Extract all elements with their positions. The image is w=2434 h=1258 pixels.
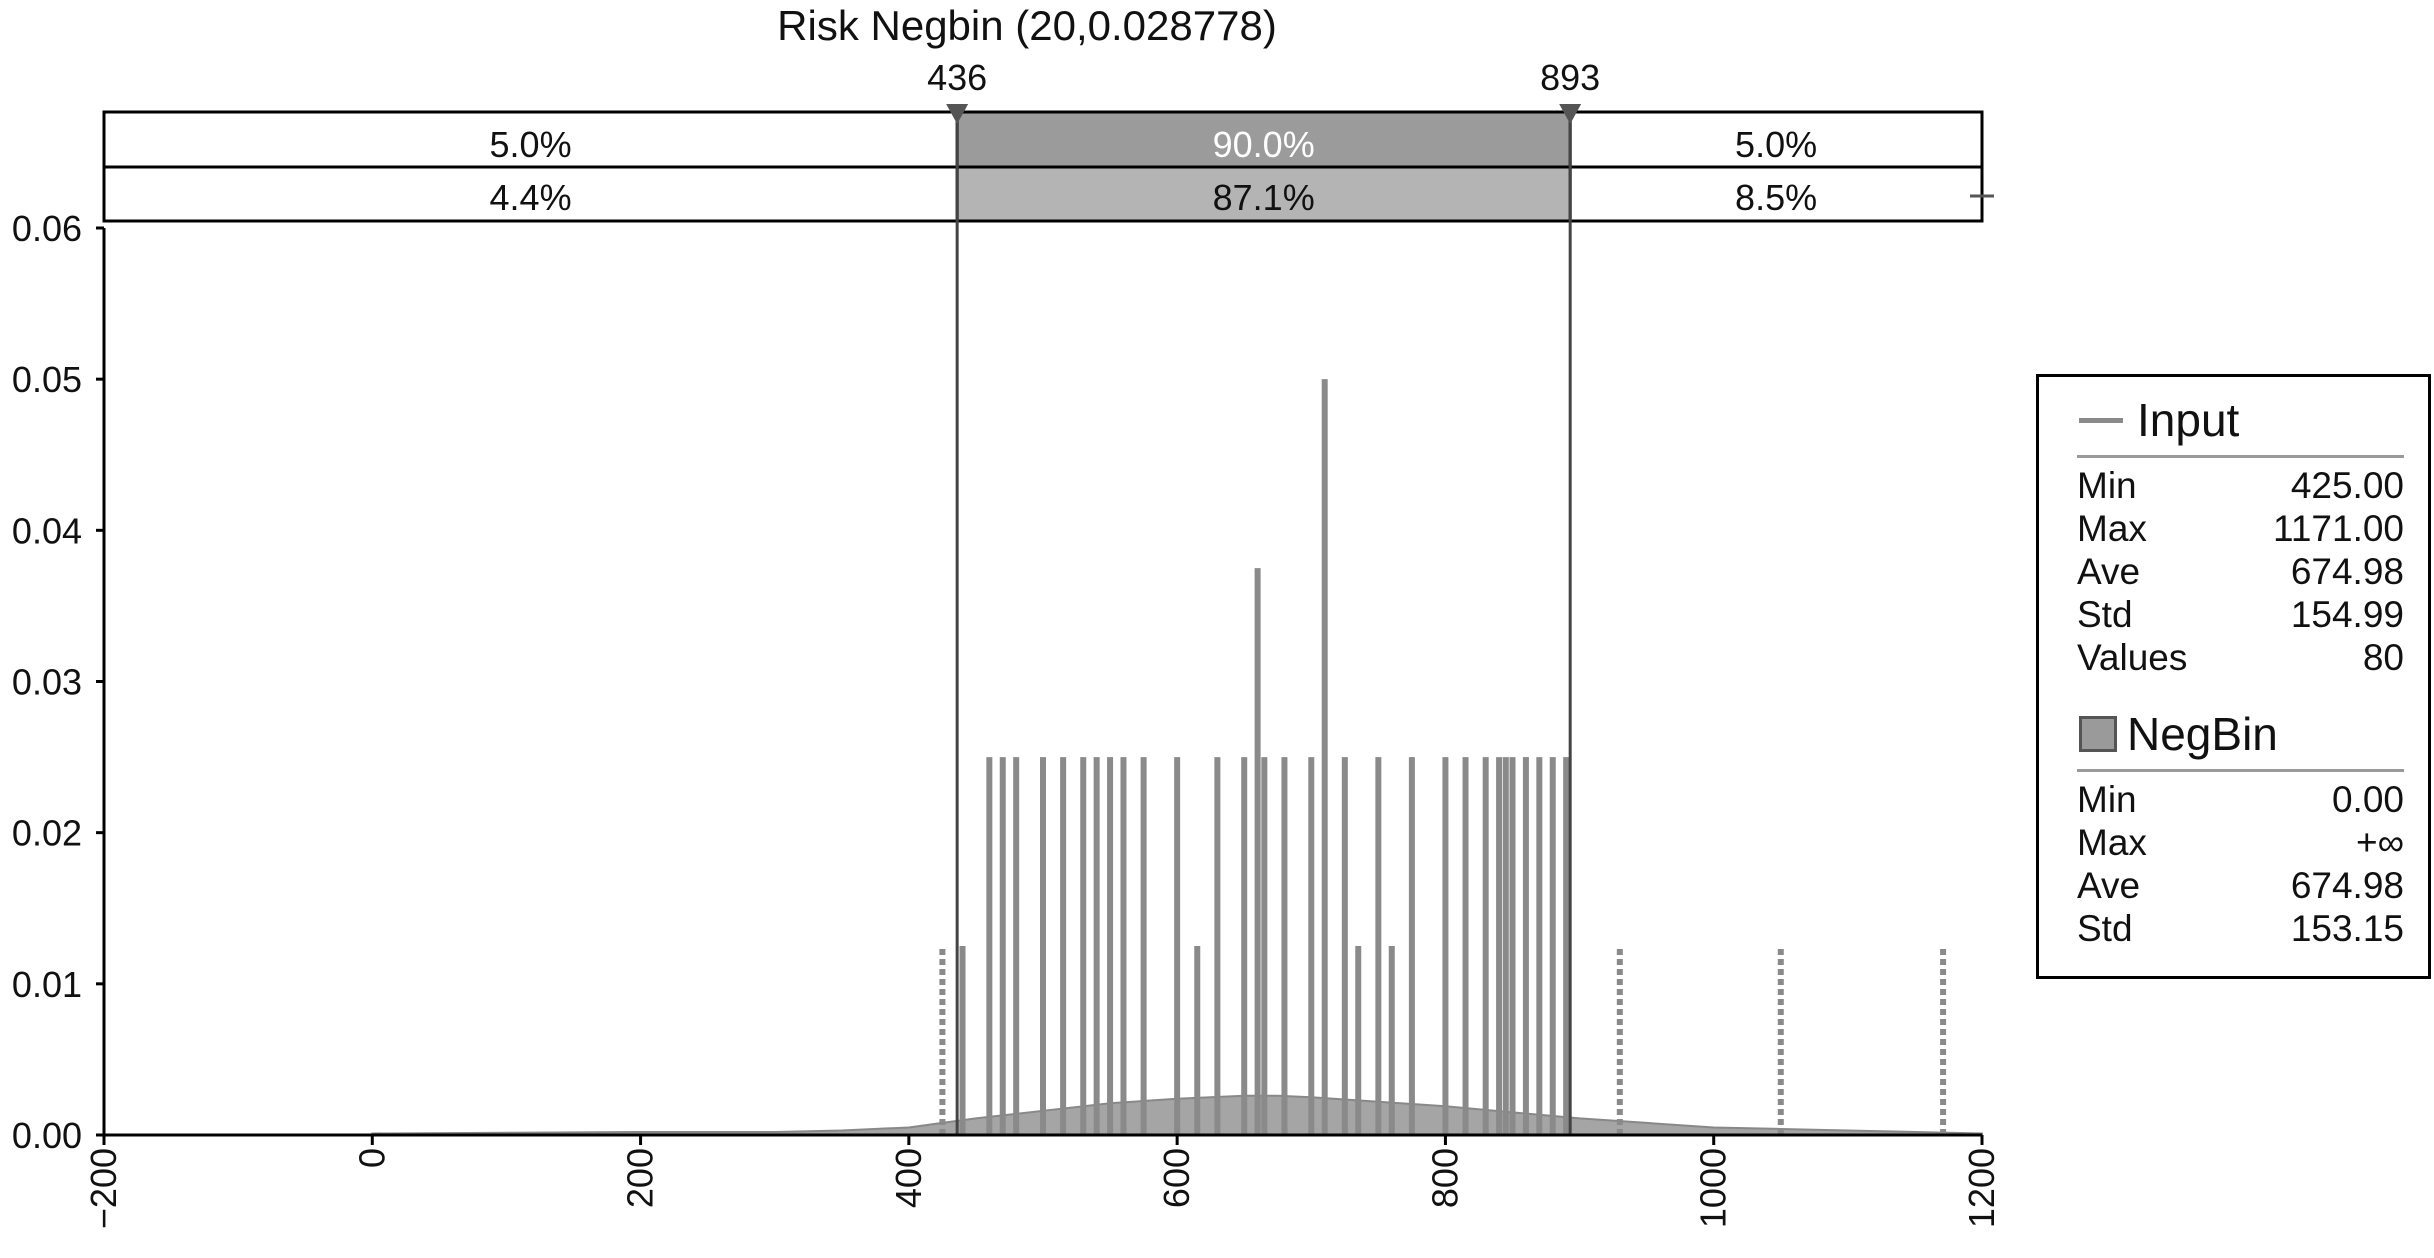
input-line-swatch	[2079, 417, 2123, 423]
band-row1-label-0: 5.0%	[490, 124, 572, 165]
legend-input-header: Input	[2039, 393, 2428, 447]
delimiter-label-right: 893	[1540, 57, 1600, 98]
delimiter-marker-right	[1559, 104, 1582, 124]
legend-stat-row: Ave 674.98	[2077, 550, 2404, 593]
x-tick-label: 0	[351, 1148, 392, 1168]
band-row2-label-1: 87.1%	[1213, 177, 1315, 218]
legend: Input Min 425.00 Max 1171.00 Ave 674.98 Std 154…	[2036, 374, 2431, 979]
legend-stat-row: Std 154.99	[2077, 593, 2404, 636]
y-tick-label: 0.05	[12, 359, 82, 400]
negbin-box-swatch	[2079, 716, 2117, 752]
legend-stat-value: 674.98	[2290, 865, 2404, 906]
legend-stat-name: Values	[2077, 637, 2188, 678]
legend-stat-row: Max 1171.00	[2077, 507, 2404, 550]
legend-stat-value: 153.15	[2290, 908, 2404, 949]
x-tick-label: −200	[83, 1148, 124, 1229]
legend-stat-name: Std	[2077, 908, 2133, 949]
axes: 0.00 0.01 0.02 0.03 0.04 0.05 0.06 −200 0 200 400 6…	[12, 208, 2002, 1229]
legend-stat-name: Min	[2077, 779, 2137, 820]
x-tick-label: 200	[620, 1148, 661, 1208]
delimiter-marker-left	[946, 104, 969, 124]
delimiter-label-left: 436	[927, 57, 987, 98]
band-row1-label-1: 90.0%	[1213, 124, 1315, 165]
legend-stat-row: Min 0.00	[2077, 778, 2404, 821]
legend-negbin-label: NegBin	[2127, 708, 2278, 760]
legend-stat-name: Min	[2077, 465, 2137, 506]
legend-stat-row: Min 425.00	[2077, 464, 2404, 507]
x-tick-label: 1000	[1693, 1148, 1734, 1228]
legend-stat-row: Values 80	[2077, 636, 2404, 679]
y-tick-label: 0.02	[12, 813, 82, 854]
legend-stat-value: 0.00	[2331, 779, 2404, 820]
band-middle-top	[957, 112, 1571, 167]
legend-negbin-stats: Min 0.00 Max +∞ Ave 674.98 Std 153.15	[2077, 769, 2404, 950]
legend-stat-value: 674.98	[2290, 551, 2404, 592]
band-middle-bottom	[957, 167, 1571, 221]
band-border	[102, 110, 1984, 223]
delimiters: 436 893	[927, 57, 1600, 1135]
input-bars	[939, 379, 1947, 1135]
chart-title: Risk Negbin (20,0.028778)	[777, 2, 1277, 49]
legend-input-label: Input	[2137, 394, 2240, 446]
legend-stat-row: Std 153.15	[2077, 907, 2404, 950]
legend-stat-value: 154.99	[2290, 594, 2404, 635]
legend-stat-row: Max +∞	[2077, 821, 2404, 864]
y-tick-label: 0.00	[12, 1115, 82, 1156]
legend-input-stats: Min 425.00 Max 1171.00 Ave 674.98 Std 154.99 Val…	[2077, 455, 2404, 679]
legend-stat-value: +∞	[2356, 822, 2404, 863]
y-tick-label: 0.04	[12, 510, 82, 551]
x-tick-label: 600	[1156, 1148, 1197, 1208]
legend-stat-value: 1171.00	[2273, 508, 2404, 549]
y-tick-label: 0.01	[12, 964, 82, 1005]
x-tick-label: 400	[888, 1148, 929, 1208]
probability-bands: 5.0% 90.0% 5.0% 4.4% 87.1% 8.5%	[102, 110, 1994, 223]
legend-stat-name: Ave	[2077, 551, 2141, 592]
legend-stat-name: Std	[2077, 594, 2133, 635]
legend-stat-name: Max	[2077, 508, 2147, 549]
band-row1-label-2: 5.0%	[1735, 124, 1817, 165]
legend-stat-value: 425.00	[2290, 465, 2404, 506]
legend-negbin-header: NegBin	[2039, 707, 2428, 761]
y-tick-label: 0.03	[12, 662, 82, 703]
x-tick-label: 800	[1424, 1148, 1465, 1208]
legend-stat-name: Ave	[2077, 865, 2141, 906]
legend-stat-value: 80	[2362, 637, 2404, 678]
legend-stat-row: Ave 674.98	[2077, 864, 2404, 907]
y-tick-label: 0.06	[12, 208, 82, 249]
band-row2-label-0: 4.4%	[490, 177, 572, 218]
band-row2-label-2: 8.5%	[1735, 177, 1817, 218]
legend-stat-name: Max	[2077, 822, 2147, 863]
x-tick-label: 1200	[1961, 1148, 2002, 1228]
